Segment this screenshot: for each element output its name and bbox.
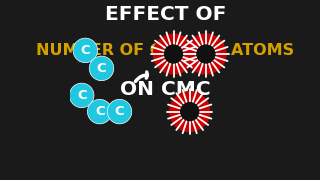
Circle shape bbox=[169, 91, 211, 132]
Circle shape bbox=[107, 99, 132, 124]
Circle shape bbox=[89, 56, 114, 81]
Text: C: C bbox=[81, 44, 90, 57]
Text: NUMBER OF CARBON ATOMS: NUMBER OF CARBON ATOMS bbox=[36, 43, 294, 58]
Text: C: C bbox=[97, 62, 106, 75]
Text: C: C bbox=[95, 105, 105, 118]
Circle shape bbox=[185, 33, 227, 75]
Circle shape bbox=[164, 44, 183, 64]
Circle shape bbox=[153, 33, 194, 75]
Circle shape bbox=[196, 44, 216, 64]
Circle shape bbox=[73, 38, 98, 63]
Text: EFFECT OF: EFFECT OF bbox=[105, 5, 226, 24]
Circle shape bbox=[196, 44, 216, 64]
Text: ON CMC: ON CMC bbox=[120, 80, 211, 99]
Text: C: C bbox=[115, 105, 124, 118]
Circle shape bbox=[69, 83, 94, 108]
Circle shape bbox=[87, 99, 112, 124]
Circle shape bbox=[180, 102, 200, 122]
Text: C: C bbox=[77, 89, 86, 102]
Circle shape bbox=[164, 44, 183, 64]
Circle shape bbox=[180, 102, 199, 121]
